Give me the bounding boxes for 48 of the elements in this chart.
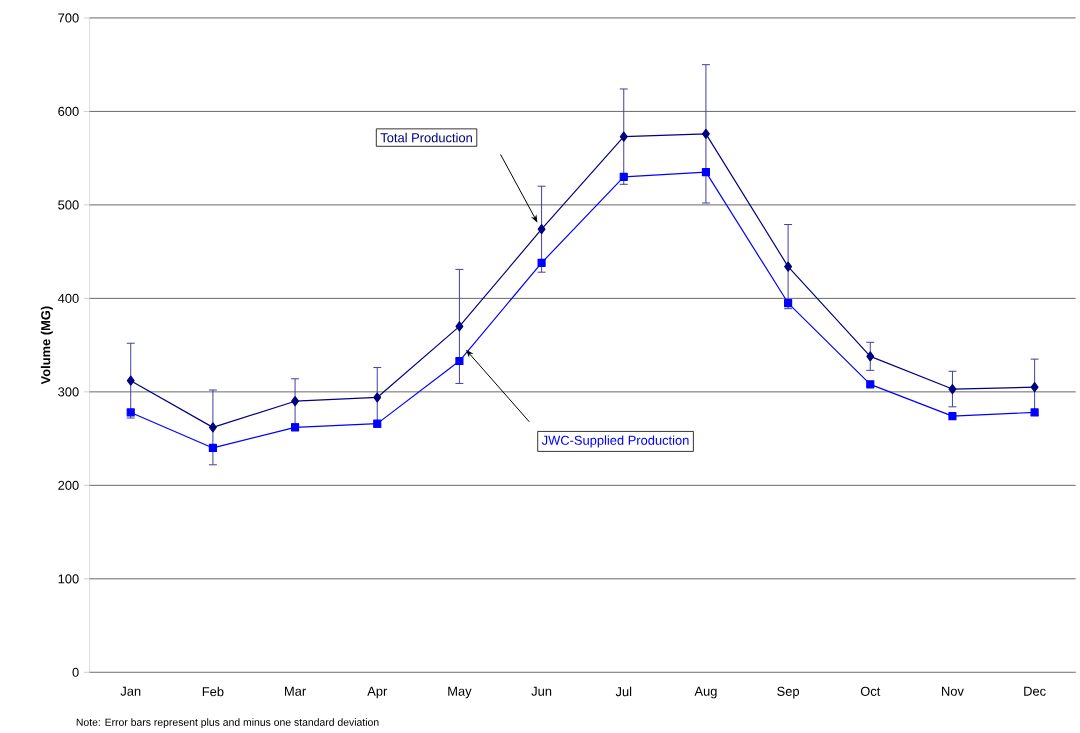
point [948, 412, 957, 421]
point [208, 443, 217, 452]
x-tick-label: Jul [615, 686, 632, 697]
y-tick-label: 300 [58, 387, 79, 397]
point [619, 172, 628, 181]
point [208, 422, 217, 433]
y-tick-label: 500 [58, 200, 79, 210]
x-tick-label: Aug [694, 686, 717, 699]
y-tick-label: 700 [58, 13, 79, 23]
x-tick-label: Nov [942, 686, 964, 696]
y-tick-label: 400 [57, 293, 79, 303]
point [373, 419, 382, 428]
point [866, 351, 875, 362]
point [373, 392, 382, 403]
x-tick-label: May [448, 686, 472, 699]
y-axis-title: Volume (MG) [40, 306, 53, 385]
point [291, 396, 300, 407]
point [1030, 382, 1039, 393]
point [537, 258, 546, 267]
point [784, 261, 793, 272]
point [784, 298, 793, 308]
point [126, 375, 135, 386]
x-tick-label: Oct [860, 686, 881, 696]
text: JWC-Supplied Production [541, 435, 689, 448]
point [948, 383, 957, 395]
point [455, 356, 464, 366]
point [1030, 408, 1039, 417]
x-tick-label: Mar [285, 686, 306, 696]
point [701, 128, 710, 139]
point [126, 408, 135, 417]
y-tick-label: 200 [58, 480, 79, 490]
text: Total Production [380, 132, 472, 143]
text: Note: Error bars represent plus and minus one standard deviation [76, 718, 379, 728]
x-tick-label: Apr [367, 686, 388, 699]
point [537, 224, 546, 235]
y-tick-label: 0 [72, 667, 79, 677]
point [619, 131, 628, 142]
point [290, 423, 300, 432]
point [866, 380, 875, 389]
y-tick-label: 600 [58, 106, 79, 116]
x-tick-label: Sep [777, 686, 800, 699]
x-tick-label: Jan [120, 686, 141, 696]
x-tick-label: Dec [1024, 686, 1046, 696]
point [701, 168, 711, 177]
y-tick-label: 100 [58, 574, 79, 584]
point [455, 321, 464, 332]
x-tick-label: Feb [202, 686, 224, 697]
x-tick-label: Jun [531, 686, 552, 696]
